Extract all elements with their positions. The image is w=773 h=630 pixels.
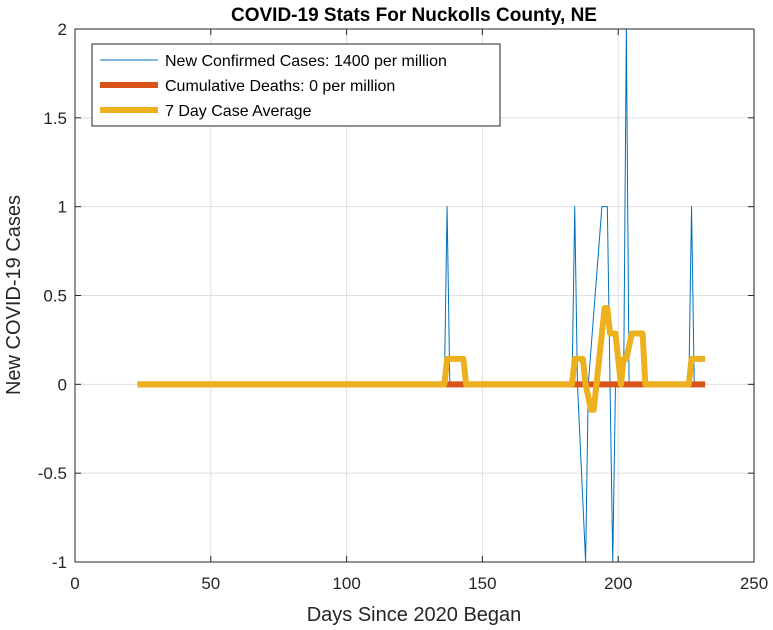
x-tick-label: 100	[332, 574, 360, 593]
chart-title: COVID-19 Stats For Nuckolls County, NE	[231, 5, 597, 26]
x-tick-label: 0	[70, 574, 79, 593]
y-tick-label: -1	[52, 553, 67, 572]
x-tick-label: 150	[468, 574, 496, 593]
legend-entry-2: 7 Day Case Average	[165, 103, 312, 120]
x-tick-label: 200	[604, 574, 632, 593]
x-tick-label: 50	[201, 574, 220, 593]
y-tick-label: -0.5	[38, 464, 67, 483]
legend-entry-0: New Confirmed Cases: 1400 per million	[165, 53, 447, 70]
y-tick-label: 0	[58, 375, 67, 394]
legend: New Confirmed Cases: 1400 per million Cum…	[91, 43, 501, 127]
axis-ticks: 0 50 100 150 200 250 -1 -0.5 0 0.5 1 1.5 2	[38, 20, 768, 593]
legend-box	[91, 43, 501, 127]
y-tick-label: 0.5	[43, 287, 67, 306]
series-line-2	[137, 305, 706, 413]
y-axis-label: New COVID-19 Cases	[3, 195, 25, 395]
y-tick-label: 2	[58, 20, 67, 39]
y-tick-label: 1.5	[43, 109, 67, 128]
series-layer	[137, 28, 706, 563]
y-tick-label: 1	[58, 198, 67, 217]
legend-entry-1: Cumulative Deaths: 0 per million	[165, 78, 395, 95]
x-axis-label: Days Since 2020 Began	[307, 604, 522, 626]
x-tick-label: 250	[740, 574, 768, 593]
